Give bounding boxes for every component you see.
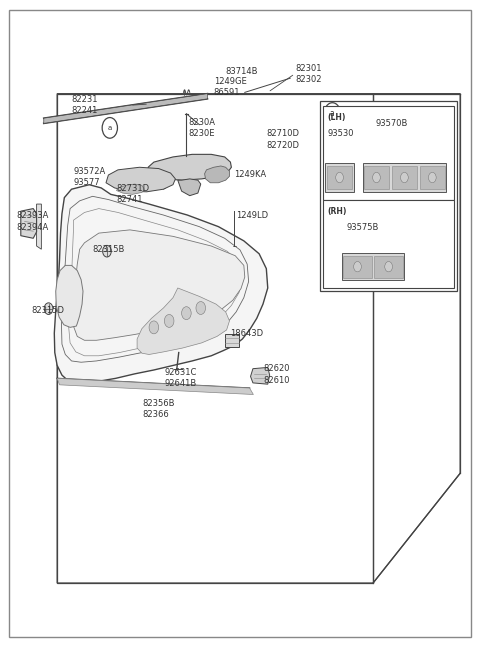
Circle shape <box>385 261 393 272</box>
Text: 82356B
82366: 82356B 82366 <box>142 399 174 419</box>
Polygon shape <box>178 179 201 195</box>
Text: a: a <box>108 125 112 131</box>
Circle shape <box>429 172 436 182</box>
Text: (LH): (LH) <box>327 113 346 122</box>
Text: 93575B: 93575B <box>347 223 379 232</box>
Polygon shape <box>54 184 268 383</box>
Text: (RH): (RH) <box>327 207 347 216</box>
Bar <box>342 253 404 280</box>
Circle shape <box>149 321 158 334</box>
Text: 82231
82241: 82231 82241 <box>72 95 98 115</box>
Circle shape <box>336 172 343 182</box>
Circle shape <box>372 172 380 182</box>
Circle shape <box>164 314 174 327</box>
Circle shape <box>401 172 408 182</box>
Text: 8230A
8230E: 8230A 8230E <box>188 118 216 138</box>
Text: 18643D: 18643D <box>230 329 264 338</box>
Text: 1249GE
86591: 1249GE 86591 <box>214 77 246 97</box>
Text: 82731D
82741: 82731D 82741 <box>117 184 150 204</box>
Bar <box>364 166 389 190</box>
Bar <box>374 256 403 278</box>
Text: 93572A
93577: 93572A 93577 <box>74 167 106 187</box>
Text: 82315B: 82315B <box>93 245 125 254</box>
Text: 83714B: 83714B <box>226 67 258 76</box>
Bar <box>57 94 373 583</box>
Bar <box>323 107 455 200</box>
Polygon shape <box>21 208 36 238</box>
Circle shape <box>196 302 205 314</box>
Text: a: a <box>330 109 335 118</box>
Circle shape <box>324 103 340 125</box>
Circle shape <box>354 261 361 272</box>
Circle shape <box>103 245 111 257</box>
Bar <box>321 101 457 291</box>
Text: 93570B: 93570B <box>375 120 408 128</box>
Polygon shape <box>204 166 229 182</box>
Polygon shape <box>36 204 41 249</box>
Bar <box>420 166 445 190</box>
Text: 82710D
82720D: 82710D 82720D <box>267 129 300 149</box>
Circle shape <box>44 303 53 314</box>
Text: 1249KA: 1249KA <box>234 170 266 179</box>
Text: 82301
82302: 82301 82302 <box>295 63 322 83</box>
Polygon shape <box>56 265 83 327</box>
Polygon shape <box>44 94 207 124</box>
Polygon shape <box>148 155 231 180</box>
Circle shape <box>102 118 118 138</box>
Polygon shape <box>57 378 253 395</box>
Polygon shape <box>106 168 175 192</box>
Bar <box>326 166 352 190</box>
Bar <box>225 334 239 347</box>
Bar <box>392 166 417 190</box>
Text: 82393A
82394A: 82393A 82394A <box>16 212 48 232</box>
Text: 92631C
92641B: 92631C 92641B <box>164 367 197 388</box>
Bar <box>362 163 446 192</box>
Text: 82620
82610: 82620 82610 <box>263 364 289 384</box>
Polygon shape <box>117 184 144 194</box>
Text: 93530: 93530 <box>327 129 354 138</box>
Polygon shape <box>251 367 270 384</box>
Bar <box>343 256 372 278</box>
Text: 1249LD: 1249LD <box>236 210 268 219</box>
Circle shape <box>181 307 191 320</box>
Text: 82315D: 82315D <box>32 306 65 315</box>
Bar <box>325 163 354 192</box>
Polygon shape <box>137 288 229 355</box>
Bar <box>323 201 455 288</box>
Polygon shape <box>73 230 245 340</box>
